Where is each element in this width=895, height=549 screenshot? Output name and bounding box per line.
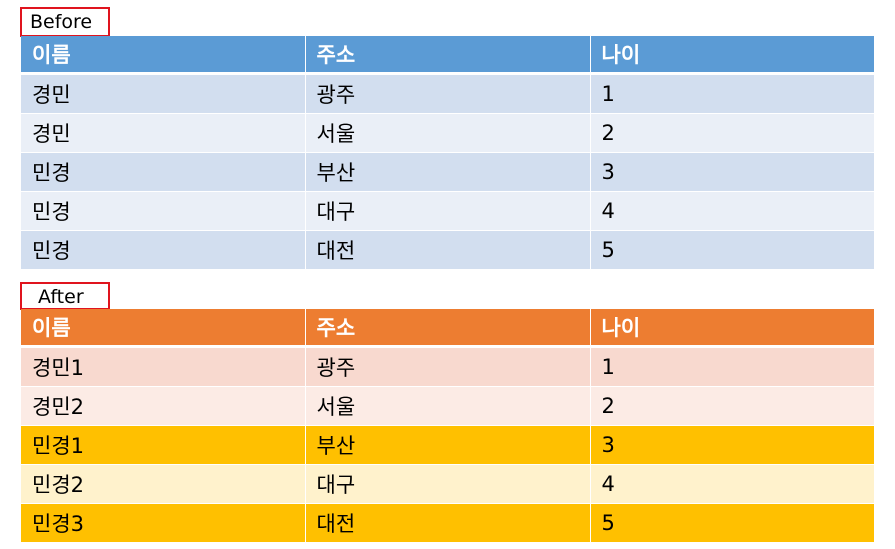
name-cell: 민경2 (21, 464, 305, 504)
table-row: 민경2 대구 4 (21, 464, 874, 504)
age-cell: 5 (589, 230, 874, 270)
table-row: 민경 대구 4 (21, 191, 874, 231)
age-cell: 4 (589, 191, 874, 231)
column-header-age: 나이 (589, 36, 874, 75)
age-cell: 4 (589, 464, 874, 504)
address-cell: 대전 (304, 230, 590, 270)
age-cell: 3 (589, 152, 874, 192)
name-cell: 경민2 (21, 386, 305, 426)
name-cell: 경민 (21, 73, 305, 114)
before-table: 이름 주소 나이 경민 광주 1 경민 서울 2 민경 부산 3 민경 대구 4… (21, 36, 874, 270)
address-cell: 광주 (304, 73, 590, 114)
column-header-name: 이름 (21, 36, 305, 75)
age-cell: 1 (589, 73, 874, 114)
address-cell: 부산 (304, 152, 590, 192)
age-cell: 2 (589, 113, 874, 153)
name-cell: 민경 (21, 230, 305, 270)
table-row: 경민2 서울 2 (21, 386, 874, 426)
name-cell: 경민 (21, 113, 305, 153)
age-cell: 5 (589, 503, 874, 543)
before-caption: Before (20, 7, 110, 37)
column-header-age: 나이 (589, 309, 874, 348)
table-row: 경민 서울 2 (21, 113, 874, 153)
age-cell: 3 (589, 425, 874, 465)
header-row: 이름 주소 나이 (21, 309, 874, 348)
name-cell: 민경3 (21, 503, 305, 543)
address-cell: 대전 (304, 503, 590, 543)
after-caption: After (20, 282, 110, 310)
address-cell: 대구 (304, 191, 590, 231)
column-header-name: 이름 (21, 309, 305, 348)
table-row: 민경1 부산 3 (21, 425, 874, 465)
address-cell: 광주 (304, 346, 590, 387)
table-row: 경민 광주 1 (21, 73, 874, 114)
name-cell: 경민1 (21, 346, 305, 387)
address-cell: 서울 (304, 386, 590, 426)
table-row: 민경3 대전 5 (21, 503, 874, 543)
header-row: 이름 주소 나이 (21, 36, 874, 75)
column-header-address: 주소 (304, 309, 590, 348)
table-row: 민경 부산 3 (21, 152, 874, 192)
address-cell: 대구 (304, 464, 590, 504)
name-cell: 민경 (21, 191, 305, 231)
after-table: 이름 주소 나이 경민1 광주 1 경민2 서울 2 민경1 부산 3 민경2 … (21, 309, 874, 543)
table-row: 경민1 광주 1 (21, 346, 874, 387)
address-cell: 서울 (304, 113, 590, 153)
table-row: 민경 대전 5 (21, 230, 874, 270)
name-cell: 민경 (21, 152, 305, 192)
column-header-address: 주소 (304, 36, 590, 75)
name-cell: 민경1 (21, 425, 305, 465)
age-cell: 2 (589, 386, 874, 426)
age-cell: 1 (589, 346, 874, 387)
address-cell: 부산 (304, 425, 590, 465)
